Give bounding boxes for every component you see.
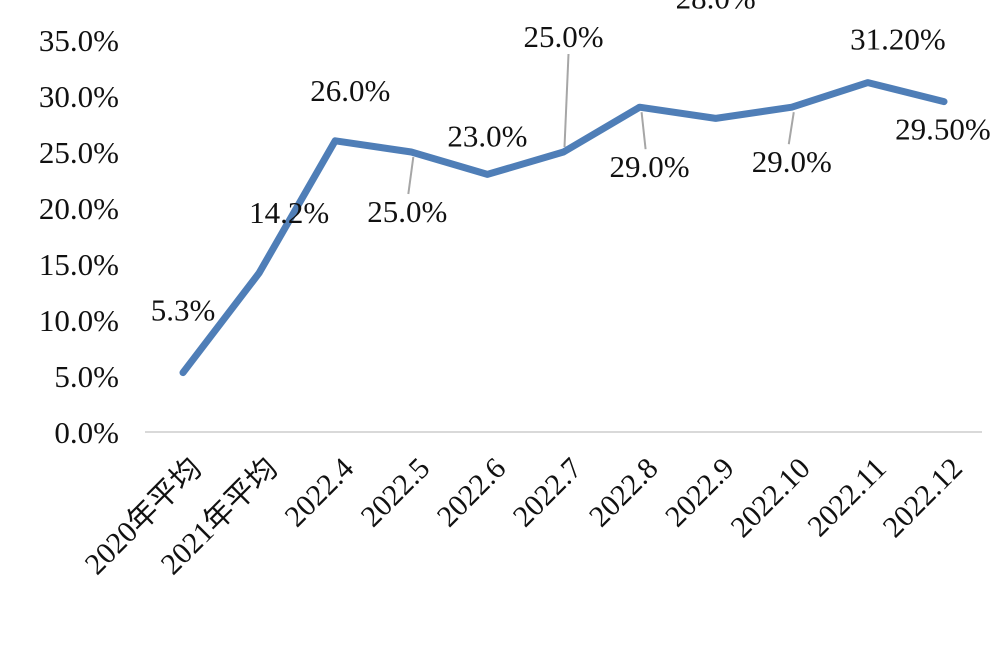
data-label: 14.2% [249,195,329,230]
x-tick-label: 2022.6 [431,452,513,534]
y-tick-label: 35.0% [39,23,119,58]
y-tick-label: 0.0% [54,415,119,450]
leader-line [640,112,647,150]
data-label: 28.0% [676,0,756,15]
x-tick-label: 2022.11 [801,452,892,543]
x-tick-label: 2022.12 [877,452,969,544]
series-line [179,79,948,377]
x-tick-label: 2022.4 [279,452,361,534]
y-tick-label: 5.0% [54,359,119,394]
data-label: 25.0% [367,194,447,229]
data-label: 23.0% [447,118,527,153]
leader-line [563,53,570,148]
x-tick-label: 2022.10 [724,452,816,544]
data-label: 29.0% [610,149,690,184]
x-tick-label: 2022.7 [507,452,589,534]
x-tick-label: 2022.8 [583,452,665,534]
data-label: 29.50% [895,112,991,147]
leader-line [407,156,415,195]
data-label: 25.0% [523,19,603,54]
y-tick-label: 25.0% [39,135,119,170]
y-tick-label: 30.0% [39,79,119,114]
y-tick-label: 15.0% [39,247,119,282]
data-label: 26.0% [310,73,390,108]
data-labels: 5.3% 14.2% 26.0% 25.0% 23.0% 25.0% 29.0% 28.0% 2… [151,0,991,328]
data-label-leader-lines [407,53,795,195]
x-axis-tick-labels: 2020年平均2021年平均2022.42022.52022.62022.720… [79,452,969,581]
data-label: 29.0% [752,144,832,179]
y-axis-tick-labels: 0.0% 5.0% 10.0% 15.0% 20.0% 25.0% 30.0% 35.0% [39,23,119,450]
x-tick-label: 2022.5 [355,452,437,534]
data-label: 31.20% [850,22,946,57]
data-label: 5.3% [151,293,216,328]
y-tick-label: 20.0% [39,191,119,226]
leader-line [787,112,795,145]
y-tick-label: 10.0% [39,303,119,338]
